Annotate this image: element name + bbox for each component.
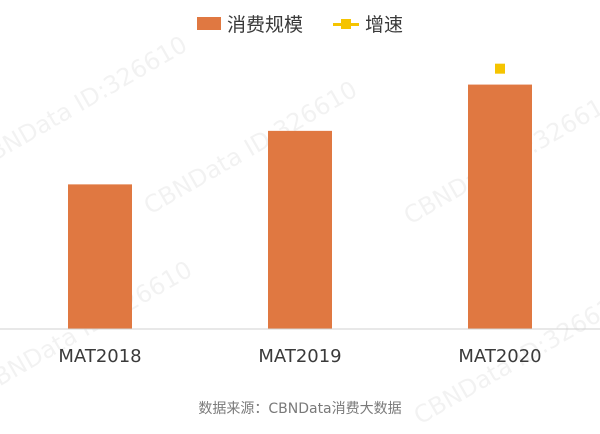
bar-mat2020 [468,84,532,329]
legend-swatch-line [333,18,359,30]
bar-mat2019 [268,130,332,329]
bars-layer [68,84,532,329]
legend-item-growth: 增速 [333,10,403,37]
x-tick-labels: MAT2018 MAT2019 MAT2020 [58,346,541,367]
watermark: CBNData ID:326610 [0,30,192,175]
legend-item-scale: 消费规模 [196,10,303,37]
legend-swatch-bar [196,17,221,30]
growth-point-mat2020 [495,63,505,74]
x-tick-label-mat2019: MAT2019 [258,346,341,367]
legend-label-growth: 增速 [365,14,404,36]
growth-layer [495,63,505,74]
x-tick-label-mat2020: MAT2020 [458,346,541,367]
legend: 消费规模 增速 [0,10,600,37]
legend-label-scale: 消费规模 [226,14,303,36]
bar-mat2018 [68,184,132,329]
x-tick-label-mat2018: MAT2018 [58,346,141,367]
source-note: 数据来源：CBNData消费大数据 [198,401,402,417]
